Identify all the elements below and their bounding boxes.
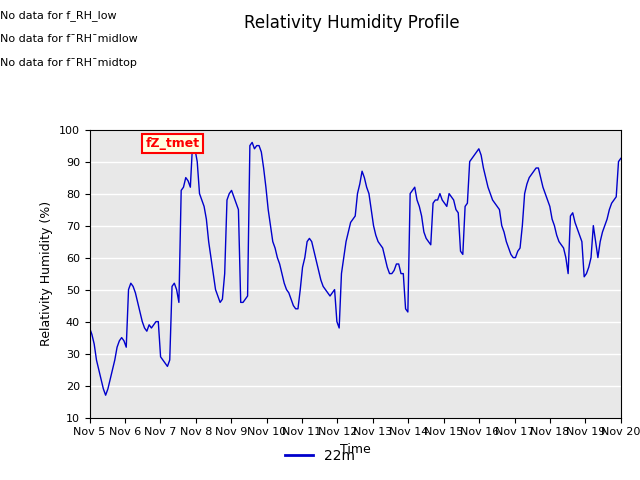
Y-axis label: Relativity Humidity (%): Relativity Humidity (%) (40, 201, 53, 346)
Text: No data for f¯RH¯midtop: No data for f¯RH¯midtop (0, 58, 137, 68)
Text: Relativity Humidity Profile: Relativity Humidity Profile (244, 14, 460, 33)
Legend: 22m: 22m (280, 443, 360, 468)
Text: No data for f¯RH¯midlow: No data for f¯RH¯midlow (0, 34, 138, 44)
Text: fZ_tmet: fZ_tmet (145, 137, 200, 150)
X-axis label: Time: Time (340, 443, 371, 456)
Text: No data for f_RH_low: No data for f_RH_low (0, 10, 116, 21)
